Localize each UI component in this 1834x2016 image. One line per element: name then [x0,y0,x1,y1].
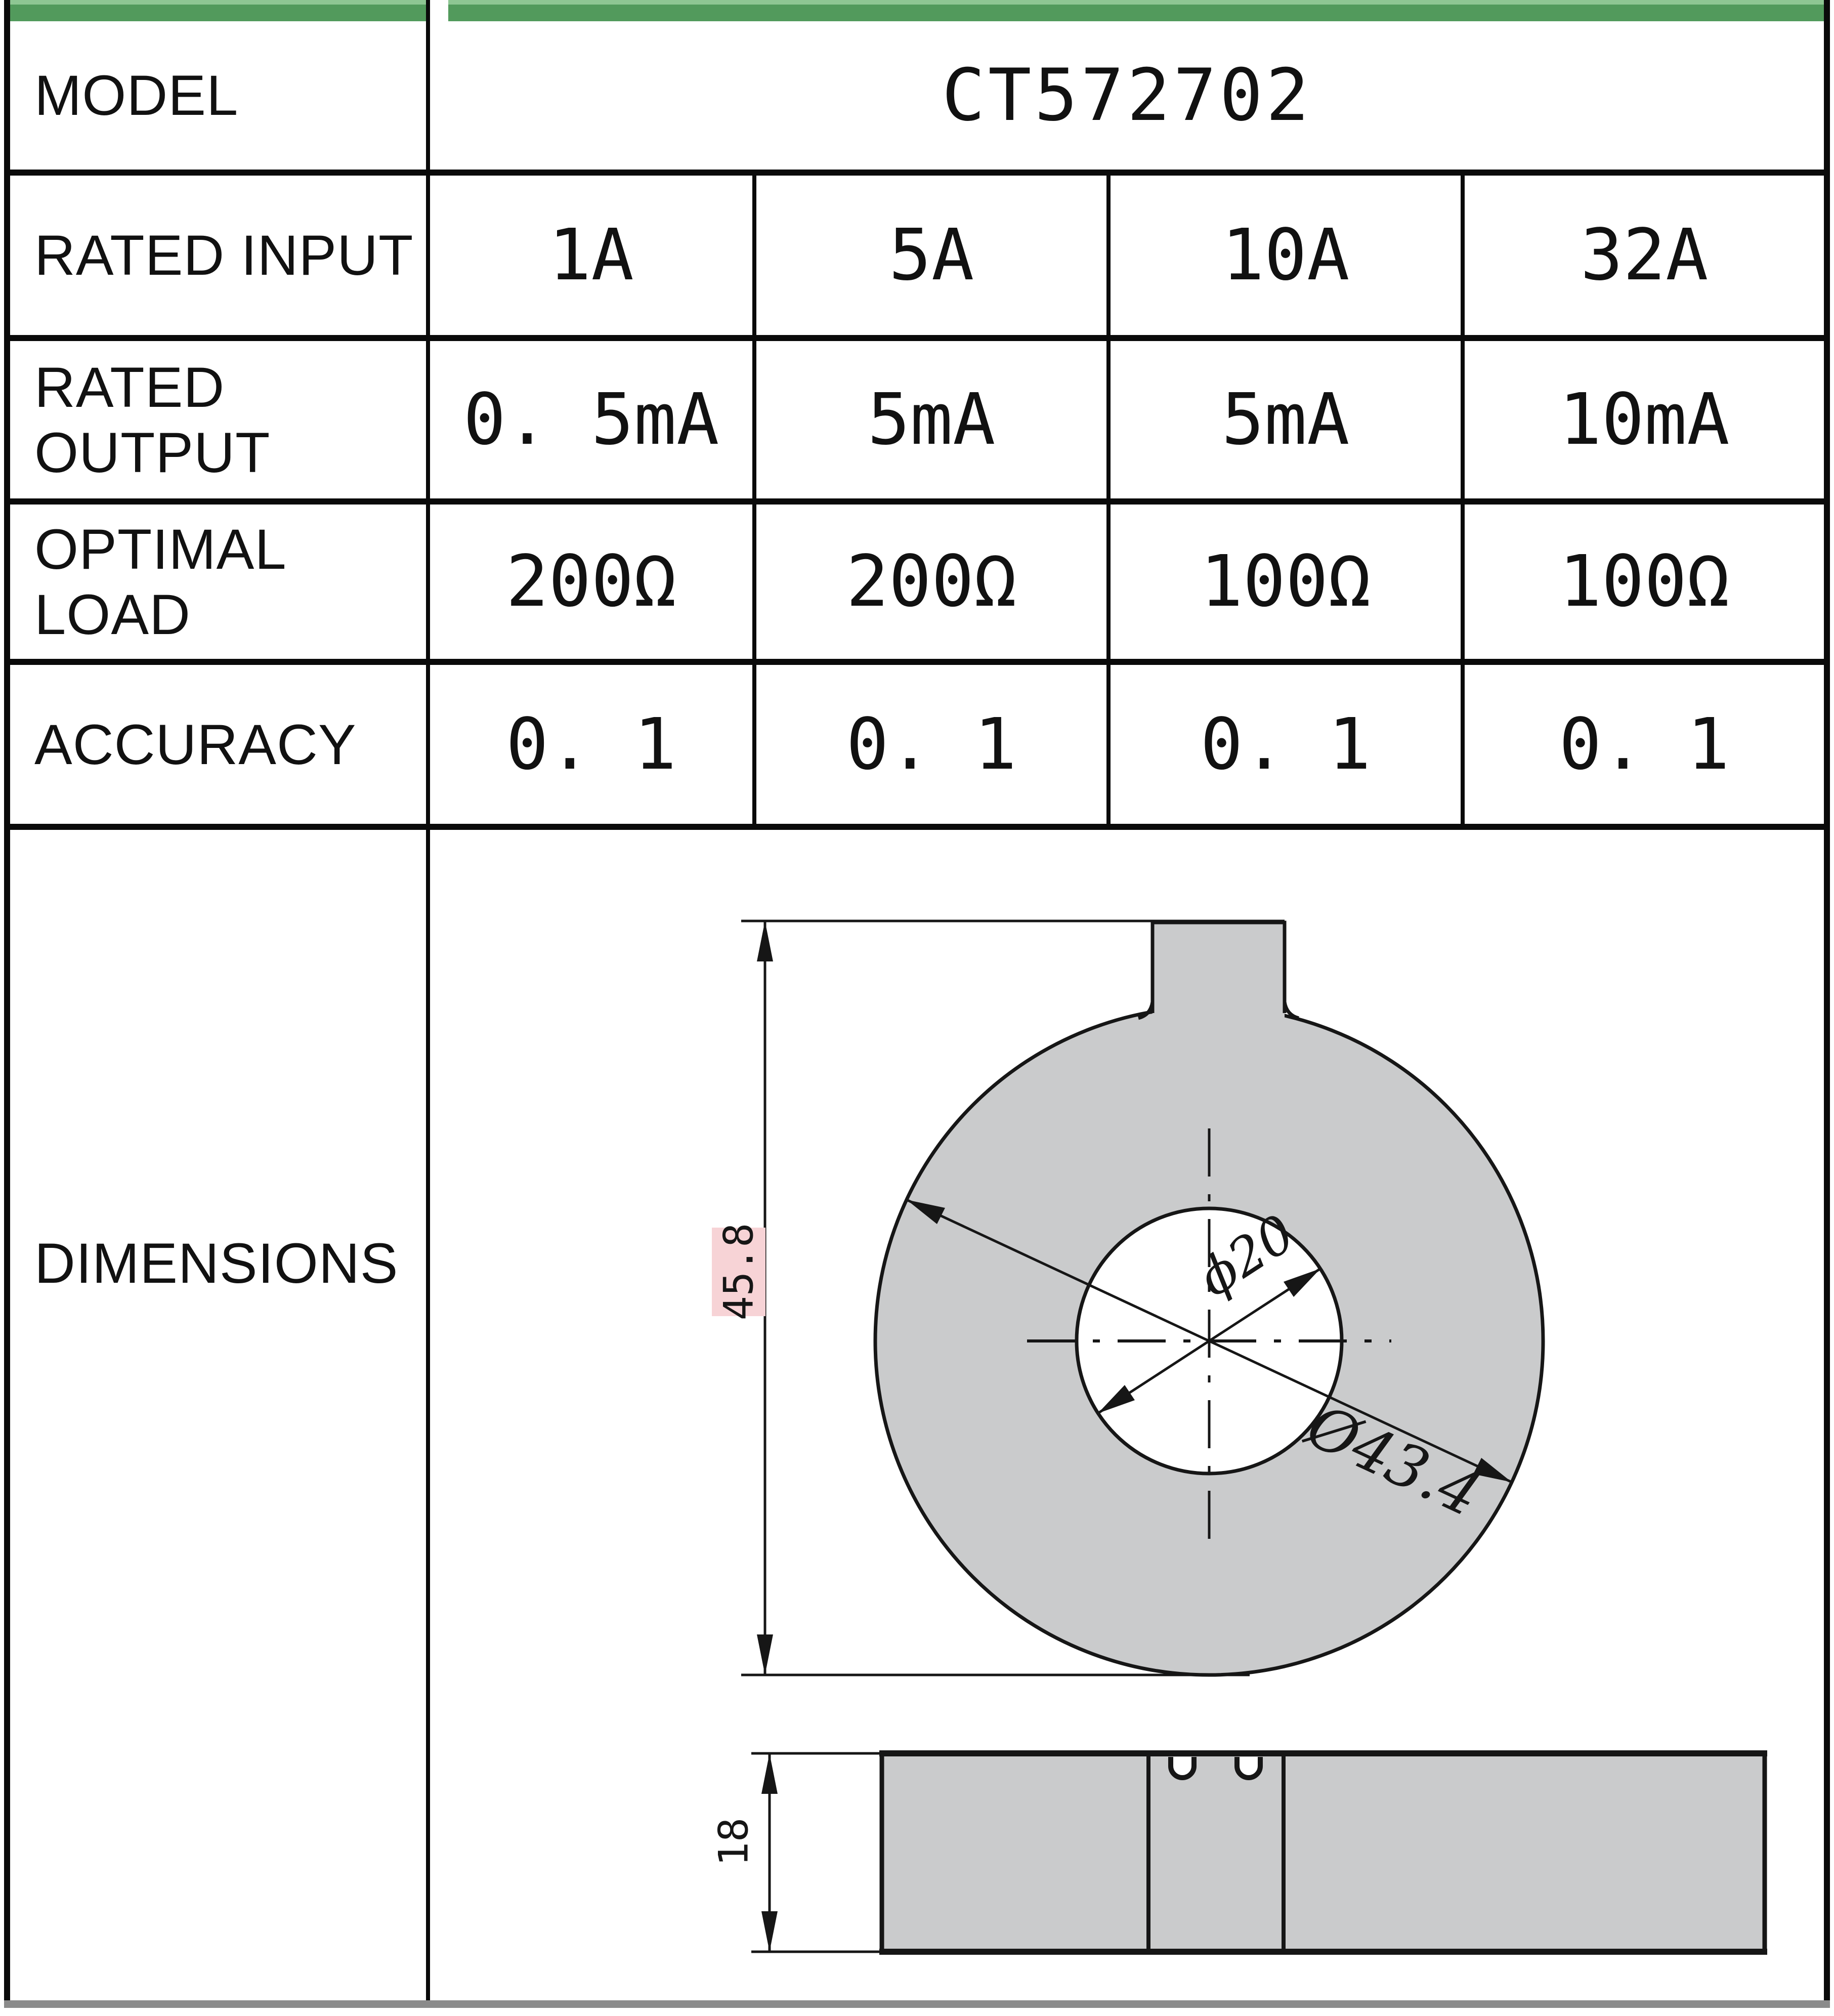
side-view-terminal-notch-2 [1234,1757,1263,1780]
rated-input-value-4: 32A [1580,214,1709,297]
rated-output-row: RATED OUTPUT 0. 5mA 5mA 5mA 10mA [10,335,1824,498]
dim-outer-arrow-downright [1473,1458,1512,1482]
spec-table: MODEL CT572702 RATED INPUT 1A 5A 10A 32A… [4,0,1830,2006]
dim-height-arrow-bottom [757,1634,773,1675]
dim-thickness-arrow-top [761,1753,778,1794]
header-bar-left-segment [10,0,426,21]
rated-input-row: RATED INPUT 1A 5A 10A 32A [10,170,1824,335]
header-bar-divider [426,0,430,21]
side-view-terminal-notch-1 [1168,1757,1197,1780]
dim-inner-line [1097,1267,1321,1415]
model-number: CT572702 [942,54,1312,137]
rated-input-value-1: 1A [430,176,756,335]
rated-output-value-3: 5mA [1111,341,1465,498]
dim-inner-arrow-downleft [1098,1385,1135,1413]
header-bar-right-segment [448,0,1824,21]
toroid-tab-right-hook [1283,1001,1300,1020]
rated-input-value-2: 5A [756,176,1111,335]
rated-output-label: RATED OUTPUT [10,341,430,498]
optimal-load-value-3: 100Ω [1111,505,1465,659]
dim-overall-height: 45.8 [712,919,1285,1676]
accuracy-value-2: 0. 1 [756,665,1111,824]
table-bottom-shadow [4,2000,1830,2008]
rated-input-value-3: 10A [1111,176,1465,335]
model-row: MODEL CT572702 [10,21,1824,170]
accuracy-label: ACCURACY [10,665,430,824]
dimension-drawing-cell: 45.8 Ø43.4 ϕ20 [430,830,1824,2000]
dimensions-row: DIMENSIONS [10,824,1824,2000]
rated-output-value-2: 5mA [756,341,1111,498]
dim-height-label: 45.8 [715,1223,762,1321]
dim-height-arrow-top [757,921,773,961]
dim-thickness-arrow-bottom [761,1911,778,1952]
side-view-body [879,1751,1767,1954]
optimal-load-row: OPTIMAL LOAD 200Ω 200Ω 100Ω 100Ω [10,498,1824,659]
dim-outer-arrow-upleft [907,1200,945,1224]
accuracy-value-1: 0. 1 [430,665,756,824]
dim-thickness: 18 [710,1752,882,1953]
toroid-side-view [879,1750,1767,1955]
dim-thickness-label: 18 [710,1818,757,1866]
dim-height-highlight [712,1228,765,1316]
dimensions-label: DIMENSIONS [34,1232,399,1295]
accuracy-row: ACCURACY 0. 1 0. 1 0. 1 0. 1 [10,659,1824,824]
toroid-tab-fill [1153,922,1285,1021]
optimal-load-value-1: 200Ω [430,505,756,659]
rated-output-value-4: 10mA [1559,379,1730,461]
optimal-load-value-4: 100Ω [1559,540,1730,623]
dim-inner-arrow-upright [1284,1269,1320,1297]
toroid-front-view [873,920,1545,1677]
accuracy-value-3: 0. 1 [1111,665,1465,824]
model-row-label: MODEL [10,21,430,170]
accuracy-value-4: 0. 1 [1559,703,1730,786]
optimal-load-label: OPTIMAL LOAD [10,505,430,659]
toroid-tab-outline [1150,920,1287,1013]
dimensions-label-cell: DIMENSIONS [10,830,430,2000]
header-bar [10,0,1824,21]
optimal-load-value-2: 200Ω [756,505,1111,659]
rated-output-value-1: 0. 5mA [430,341,756,498]
rated-input-label: RATED INPUT [10,176,430,335]
toroid-tab-left-hook [1137,1001,1155,1020]
dimension-drawing: 45.8 Ø43.4 ϕ20 [710,919,1767,1955]
header-bar-gap [430,0,448,21]
